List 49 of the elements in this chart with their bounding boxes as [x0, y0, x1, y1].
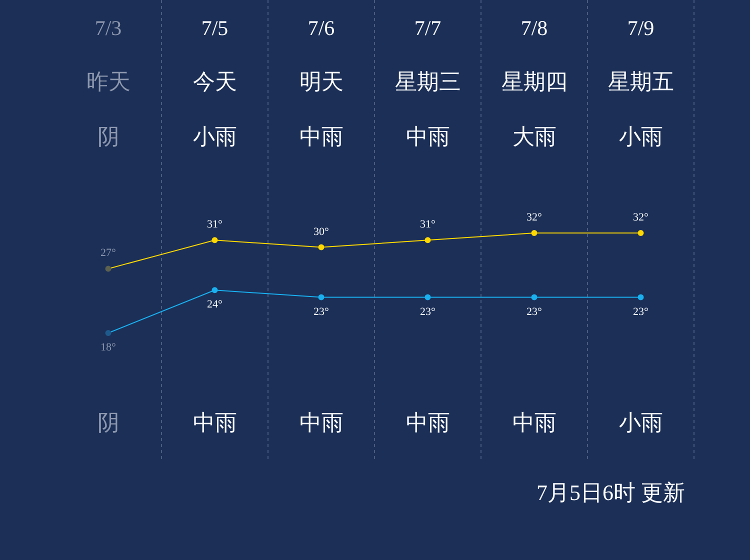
point: [424, 294, 431, 300]
text: 今天: [192, 69, 237, 94]
text: 昨天: [86, 69, 130, 94]
point: [212, 237, 218, 244]
data-label: 32°: [526, 212, 542, 224]
text: 小雨: [192, 124, 237, 150]
point: [105, 330, 112, 336]
data-label: 23°: [526, 306, 542, 318]
text: 7月5日6时 更新: [536, 480, 685, 506]
text: 明天: [299, 69, 344, 94]
data-label: 32°: [633, 212, 648, 224]
x-tick-label: 7/9: [627, 16, 654, 40]
text: 星期四: [501, 69, 568, 94]
text: 中雨: [299, 124, 344, 150]
data-label: 18°: [100, 342, 116, 354]
point: [531, 294, 538, 300]
point: [318, 244, 324, 250]
data-label: 31°: [207, 218, 222, 231]
text: 中雨: [512, 410, 556, 436]
data-label: 30°: [314, 226, 329, 238]
data-label: 24°: [207, 298, 222, 311]
text: 阴: [97, 410, 120, 436]
data-label: 31°: [420, 218, 436, 231]
x-tick-label: 7/7: [414, 16, 442, 40]
text: 大雨: [512, 124, 556, 150]
data-label: 23°: [633, 306, 648, 318]
point: [424, 237, 431, 244]
data-label: 27°: [100, 247, 116, 260]
data-label: 23°: [314, 306, 329, 318]
x-tick-label: 7/5: [201, 16, 228, 40]
point: [318, 294, 324, 300]
point: [638, 294, 644, 300]
data-label: 23°: [420, 306, 436, 318]
text: 中雨: [299, 410, 344, 436]
x-tick-label: 7/8: [520, 16, 548, 40]
text: 小雨: [618, 124, 663, 150]
point: [531, 230, 538, 236]
text: 星期五: [608, 69, 674, 94]
text: 小雨: [618, 410, 663, 436]
point: [638, 230, 644, 236]
text: 中雨: [406, 124, 450, 150]
x-tick-label: 7/6: [308, 16, 335, 40]
text: 中雨: [406, 410, 450, 436]
text: 中雨: [192, 410, 237, 436]
text: 阴: [97, 124, 120, 150]
point: [212, 287, 218, 294]
text: 星期三: [394, 69, 461, 94]
point: [105, 266, 112, 272]
x-tick-label: 7/3: [94, 16, 122, 40]
